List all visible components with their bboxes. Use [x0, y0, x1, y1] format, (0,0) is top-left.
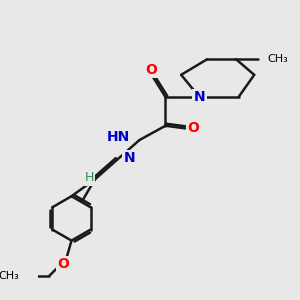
Text: O: O — [58, 257, 70, 271]
Text: CH₃: CH₃ — [267, 54, 288, 64]
Text: H: H — [84, 171, 94, 184]
Text: CH₃: CH₃ — [0, 271, 19, 281]
Text: HN: HN — [107, 130, 130, 144]
Text: N: N — [124, 152, 135, 165]
Text: O: O — [145, 63, 157, 76]
Text: O: O — [187, 121, 199, 135]
Text: N: N — [194, 90, 205, 104]
